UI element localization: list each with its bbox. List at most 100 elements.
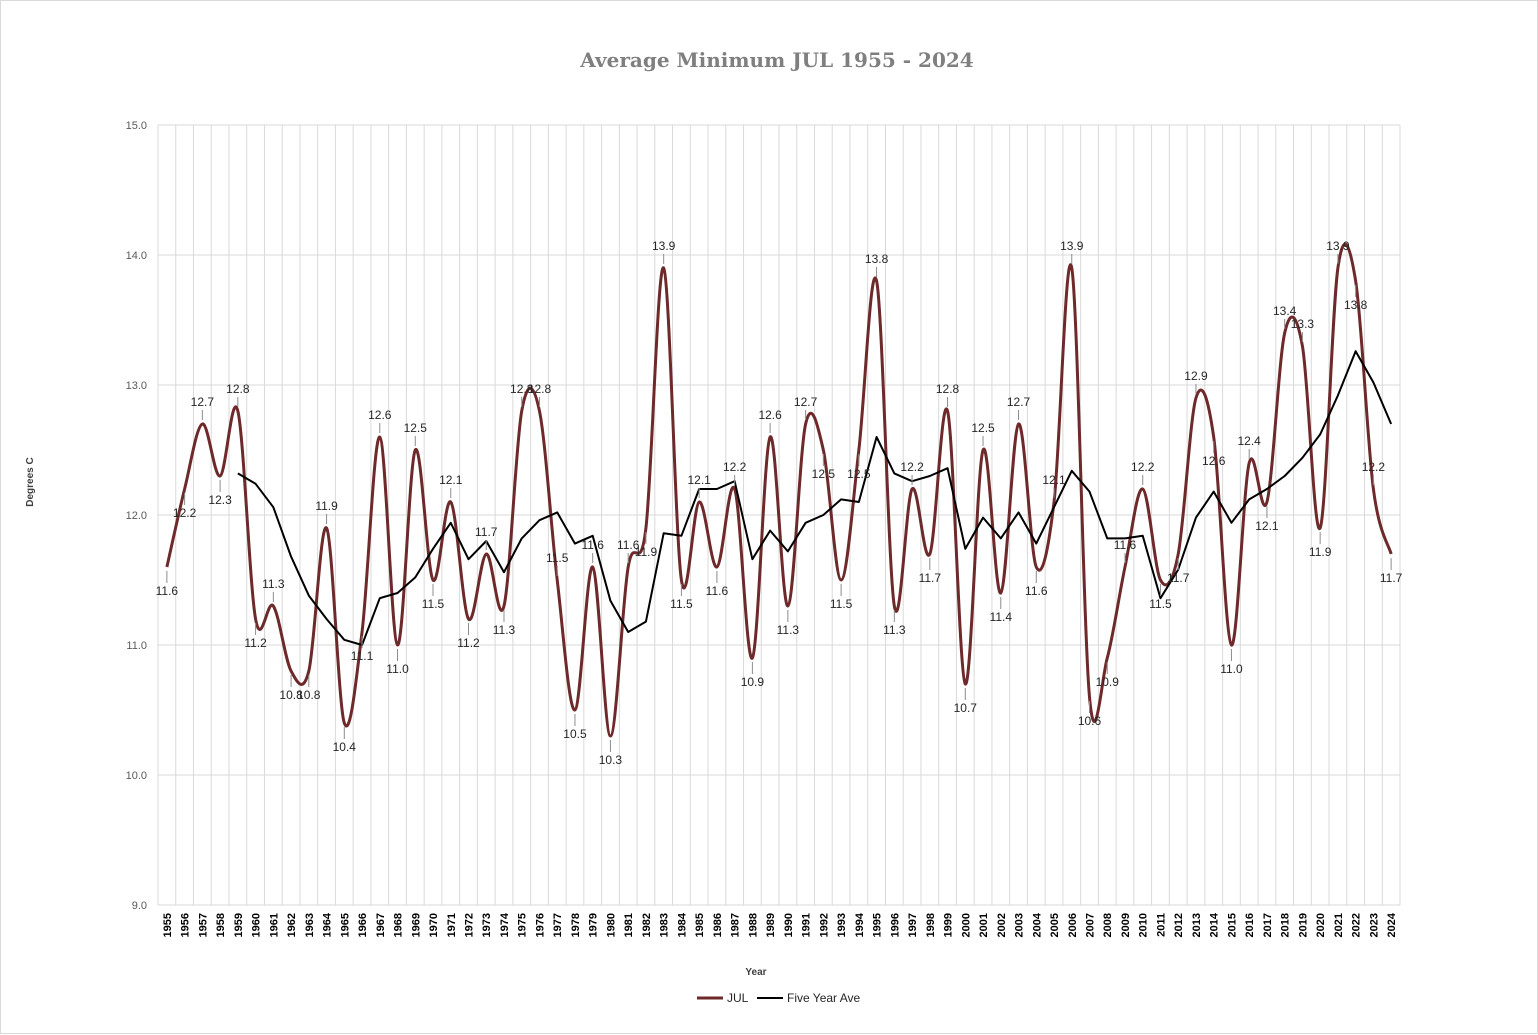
data-label: 13.4 bbox=[1273, 304, 1297, 318]
x-tick-label: 2005 bbox=[1049, 913, 1061, 937]
data-label: 11.5 bbox=[546, 551, 569, 565]
data-label: 13.3 bbox=[1291, 317, 1315, 331]
x-tick-label: 1961 bbox=[268, 913, 280, 937]
data-label: 11.1 bbox=[351, 649, 374, 663]
x-tick-label: 2020 bbox=[1315, 913, 1327, 937]
data-label: 12.8 bbox=[936, 382, 960, 396]
x-tick-label: 1975 bbox=[517, 913, 529, 937]
data-label: 11.6 bbox=[1025, 584, 1048, 598]
x-tick-label: 2024 bbox=[1386, 912, 1398, 937]
data-label: 11.5 bbox=[830, 597, 853, 611]
data-label: 12.1 bbox=[687, 473, 711, 487]
data-label: 10.5 bbox=[563, 727, 587, 741]
data-label: 12.8 bbox=[528, 382, 552, 396]
x-tick-label: 1983 bbox=[659, 913, 671, 937]
x-tick-label: 1958 bbox=[215, 913, 227, 937]
x-axis: 1955 1956 1957 1958 1959 1960 1961 1962 1963 1964… bbox=[162, 912, 1398, 937]
data-label: 11.2 bbox=[244, 636, 267, 650]
data-label: 11.5 bbox=[1149, 597, 1172, 611]
data-label: 12.1 bbox=[1042, 473, 1066, 487]
data-label: 10.6 bbox=[1078, 714, 1102, 728]
legend-label: Five Year Ave bbox=[787, 991, 860, 1005]
data-label: 11.5 bbox=[670, 597, 693, 611]
data-label: 11.0 bbox=[386, 662, 409, 676]
x-tick-label: 1996 bbox=[889, 913, 901, 937]
x-tick-label: 1974 bbox=[499, 912, 511, 937]
data-label: 11.2 bbox=[457, 636, 480, 650]
data-label: 11.7 bbox=[919, 571, 942, 585]
data-label: 12.5 bbox=[404, 421, 428, 435]
y-tick-label: 15.0 bbox=[126, 120, 147, 132]
x-tick-label: 1964 bbox=[322, 912, 334, 937]
data-label: 11.3 bbox=[883, 623, 906, 637]
data-label: 12.6 bbox=[368, 408, 392, 422]
x-tick-label: 2022 bbox=[1351, 913, 1363, 937]
data-label: 12.2 bbox=[900, 460, 924, 474]
x-tick-label: 1972 bbox=[464, 913, 476, 937]
x-tick-label: 2008 bbox=[1102, 913, 1114, 937]
x-tick-label: 2012 bbox=[1173, 913, 1185, 937]
x-tick-label: 1981 bbox=[623, 913, 635, 937]
x-tick-label: 1988 bbox=[747, 913, 759, 937]
data-label: 10.4 bbox=[333, 740, 357, 754]
x-tick-label: 2009 bbox=[1120, 913, 1132, 937]
data-label: 11.4 bbox=[990, 610, 1013, 624]
five-year-ave-line bbox=[237, 350, 1393, 646]
x-tick-label: 2003 bbox=[1014, 913, 1026, 937]
data-label: 11.9 bbox=[315, 499, 338, 513]
x-tick-label: 2011 bbox=[1155, 913, 1167, 937]
x-tick-label: 2014 bbox=[1209, 912, 1221, 937]
data-label: 11.3 bbox=[262, 577, 285, 591]
x-tick-label: 1999 bbox=[943, 913, 955, 937]
data-label: 11.6 bbox=[156, 584, 179, 598]
data-label: 12.2 bbox=[1131, 460, 1155, 474]
data-label: 11.7 bbox=[475, 525, 498, 539]
x-tick-label: 1992 bbox=[818, 913, 830, 937]
x-tick-label: 2010 bbox=[1138, 913, 1150, 937]
y-axis: 9.0 10.0 11.0 12.0 13.0 14.0 15.0 bbox=[126, 120, 147, 912]
data-label: 10.9 bbox=[741, 675, 765, 689]
data-label: 13.8 bbox=[865, 252, 889, 266]
data-label: 12.7 bbox=[1007, 395, 1031, 409]
x-tick-label: 2001 bbox=[978, 913, 990, 937]
x-tick-label: 1998 bbox=[925, 913, 937, 937]
data-label: 11.3 bbox=[493, 623, 516, 637]
data-label: 13.9 bbox=[1326, 239, 1350, 253]
data-label: 12.5 bbox=[812, 467, 836, 481]
data-label: 12.8 bbox=[510, 382, 534, 396]
chart-title: Average Minimum JUL 1955 - 2024 bbox=[579, 48, 973, 72]
x-tick-label: 1968 bbox=[393, 913, 405, 937]
legend-label: JUL bbox=[727, 991, 749, 1005]
data-label: 12.1 bbox=[1255, 519, 1279, 533]
data-label: 13.9 bbox=[652, 239, 676, 253]
x-tick-label: 1980 bbox=[605, 913, 617, 937]
y-tick-label: 12.0 bbox=[126, 510, 147, 522]
x-tick-label: 1959 bbox=[233, 913, 245, 937]
data-label: 11.9 bbox=[1309, 545, 1332, 559]
series-layer bbox=[165, 242, 1393, 738]
data-label: 12.4 bbox=[1238, 434, 1262, 448]
x-tick-label: 1989 bbox=[765, 913, 777, 937]
x-tick-label: 1966 bbox=[357, 913, 369, 937]
y-tick-label: 9.0 bbox=[132, 900, 147, 912]
x-tick-label: 2019 bbox=[1297, 913, 1309, 937]
data-label: 10.3 bbox=[599, 753, 623, 767]
data-label: 12.5 bbox=[971, 421, 995, 435]
x-tick-label: 1984 bbox=[676, 912, 688, 937]
x-tick-label: 1957 bbox=[197, 913, 209, 937]
x-tick-label: 1965 bbox=[339, 913, 351, 937]
data-label: 12.2 bbox=[1362, 460, 1386, 474]
x-tick-label: 2015 bbox=[1226, 913, 1238, 937]
data-label: 11.6 bbox=[617, 538, 640, 552]
x-tick-label: 2004 bbox=[1031, 912, 1043, 937]
data-label: 12.5 bbox=[847, 467, 871, 481]
data-label: 10.8 bbox=[279, 688, 303, 702]
x-tick-label: 2013 bbox=[1191, 913, 1203, 937]
x-tick-label: 1994 bbox=[854, 912, 866, 937]
data-label: 13.8 bbox=[1344, 298, 1368, 312]
y-tick-label: 10.0 bbox=[126, 770, 147, 782]
data-label: 11.9 bbox=[635, 545, 658, 559]
x-tick-label: 1985 bbox=[694, 913, 706, 937]
